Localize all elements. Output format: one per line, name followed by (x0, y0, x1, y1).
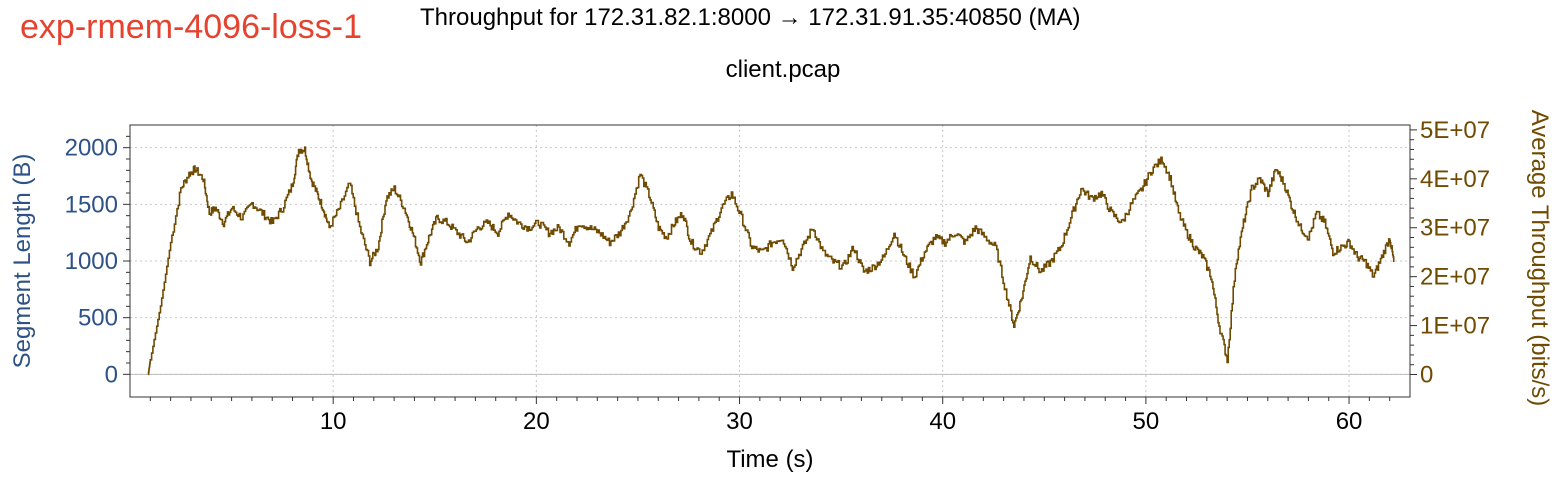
tick-labels: 10 20 30 40 50 60 0 500 1000 1500 2000 0 1E+07 2E+07 3… (65, 117, 1490, 435)
x-tick-label: 30 (726, 408, 753, 435)
chart-title: Throughput for 172.31.82.1:8000 → 172.31… (420, 4, 1081, 31)
x-tick-label: 50 (1133, 408, 1160, 435)
y-axis-label-left: Segment Length (B) (9, 154, 36, 369)
tick-marks (123, 129, 1417, 404)
y-tick-label-left: 500 (78, 305, 118, 332)
y-tick-label-right: 2E+07 (1420, 264, 1490, 291)
series-layer (147, 146, 1395, 376)
x-tick-label: 20 (523, 408, 550, 435)
y-tick-label-right: 0 (1420, 361, 1433, 388)
y-tick-label-right: 3E+07 (1420, 215, 1490, 242)
y-tick-label-right: 5E+07 (1420, 117, 1490, 144)
y-tick-label-right: 4E+07 (1420, 166, 1490, 193)
grid-lines (130, 125, 1410, 397)
y-tick-label-right: 1E+07 (1420, 313, 1490, 340)
y-tick-label-left: 2000 (65, 135, 118, 162)
experiment-label: exp-rmem-4096-loss-1 (20, 8, 362, 46)
x-tick-label: 40 (929, 408, 956, 435)
y-tick-label-left: 1500 (65, 191, 118, 218)
x-tick-label: 10 (320, 408, 347, 435)
throughput-series-line (147, 146, 1395, 376)
x-tick-label: 60 (1336, 408, 1363, 435)
y-axis-label-right: Average Throughput (bits/s) (1526, 110, 1553, 407)
y-tick-label-left: 0 (105, 361, 118, 388)
x-axis-label: Time (s) (726, 446, 813, 473)
y-tick-label-left: 1000 (65, 248, 118, 275)
chart-subtitle: client.pcap (725, 56, 841, 83)
